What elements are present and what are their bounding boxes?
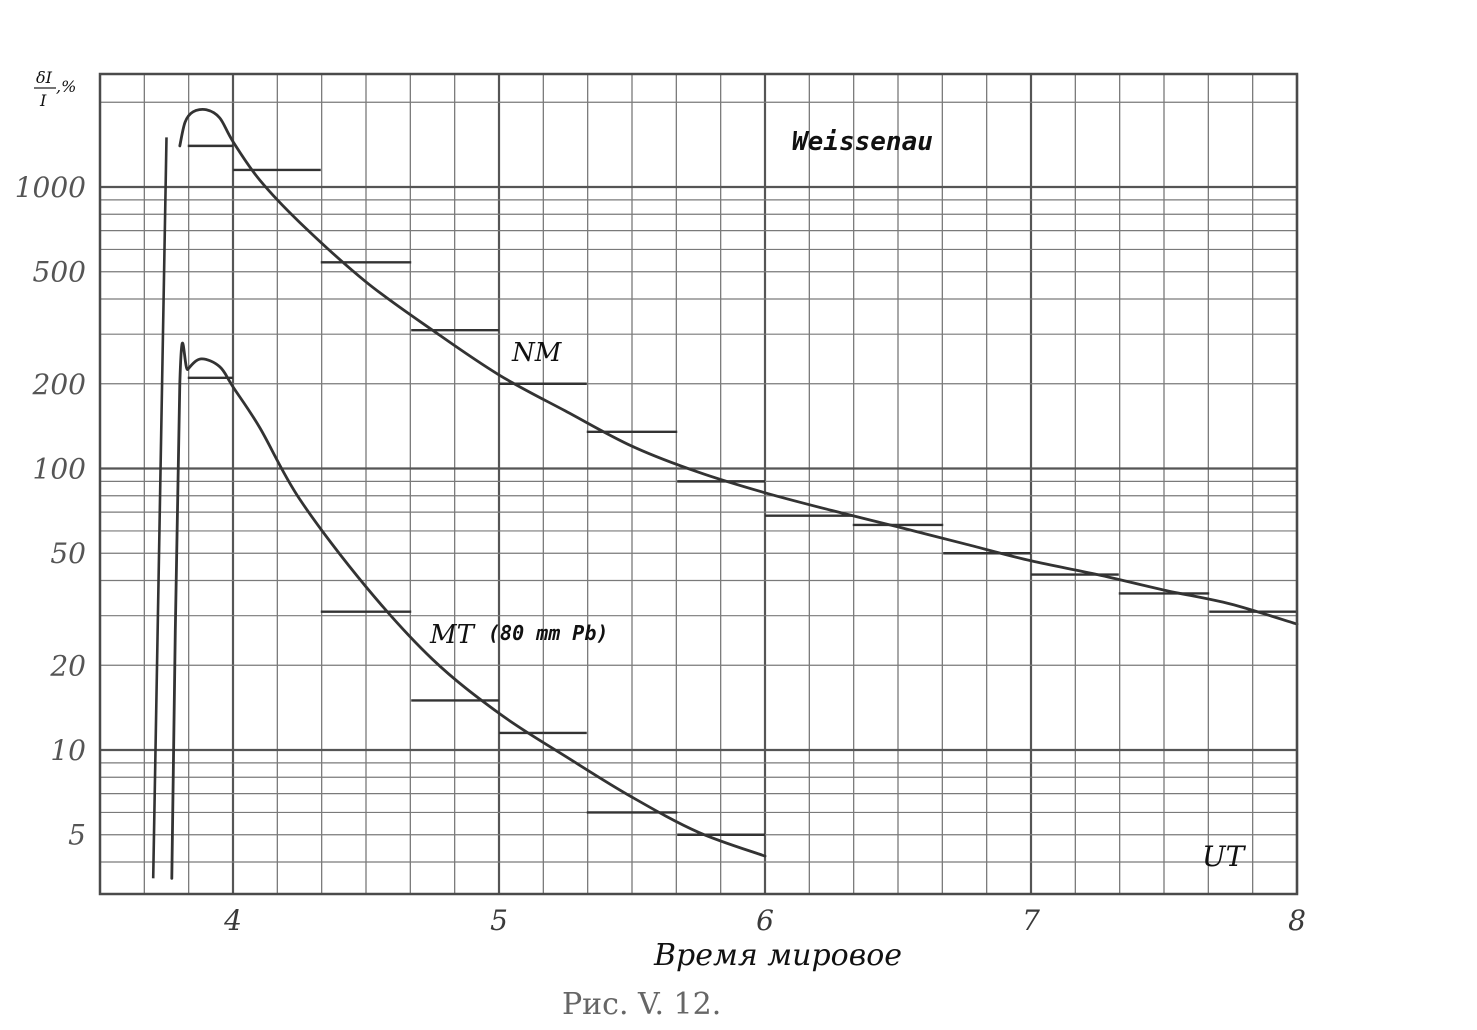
series-label-mt: MT: [429, 620, 476, 650]
chart-title: Weissenau: [792, 127, 933, 157]
figure-caption: Рис. V. 12.: [562, 987, 721, 1022]
y-tick-label: 100: [33, 453, 86, 486]
y-axis-label-unit: ,%: [56, 77, 76, 96]
y-tick-label: 500: [33, 256, 86, 289]
y-tick-label: 200: [32, 368, 86, 401]
y-tick-label: 5: [68, 819, 86, 852]
x-tick-label: 6: [756, 904, 774, 937]
x-tick-labels: 4 5 6 7 8: [223, 904, 1306, 937]
x-tick-label: 8: [1288, 904, 1306, 937]
y-tick-labels: 1000 500 200 100 50 20 10 5: [15, 171, 86, 852]
x-unit-label: UT: [1202, 840, 1247, 873]
y-tick-label: 50: [50, 537, 86, 570]
series-line-nm: [178, 107, 1299, 626]
plot-frame: [98, 72, 1299, 896]
x-tick-label: 7: [1022, 904, 1040, 937]
step-layer: [187, 144, 1297, 836]
series-line-mt: [170, 341, 767, 880]
x-tick-label: 4: [223, 904, 242, 937]
onset-rise-line: [151, 137, 168, 879]
grid-layer: [99, 74, 1299, 894]
series-layer: [151, 107, 1299, 880]
x-axis-label: Время мировое: [653, 938, 902, 973]
y-axis-label-numerator: δI: [36, 68, 53, 87]
x-tick-label: 5: [490, 904, 508, 937]
y-tick-label: 10: [50, 734, 86, 767]
series-label-mt-suffix: (80 mm Pb): [488, 621, 608, 645]
series-label-nm: NM: [511, 338, 563, 368]
y-tick-label: 1000: [15, 171, 86, 204]
y-axis-label-denominator: I: [39, 91, 47, 110]
y-tick-label: 20: [49, 649, 86, 682]
